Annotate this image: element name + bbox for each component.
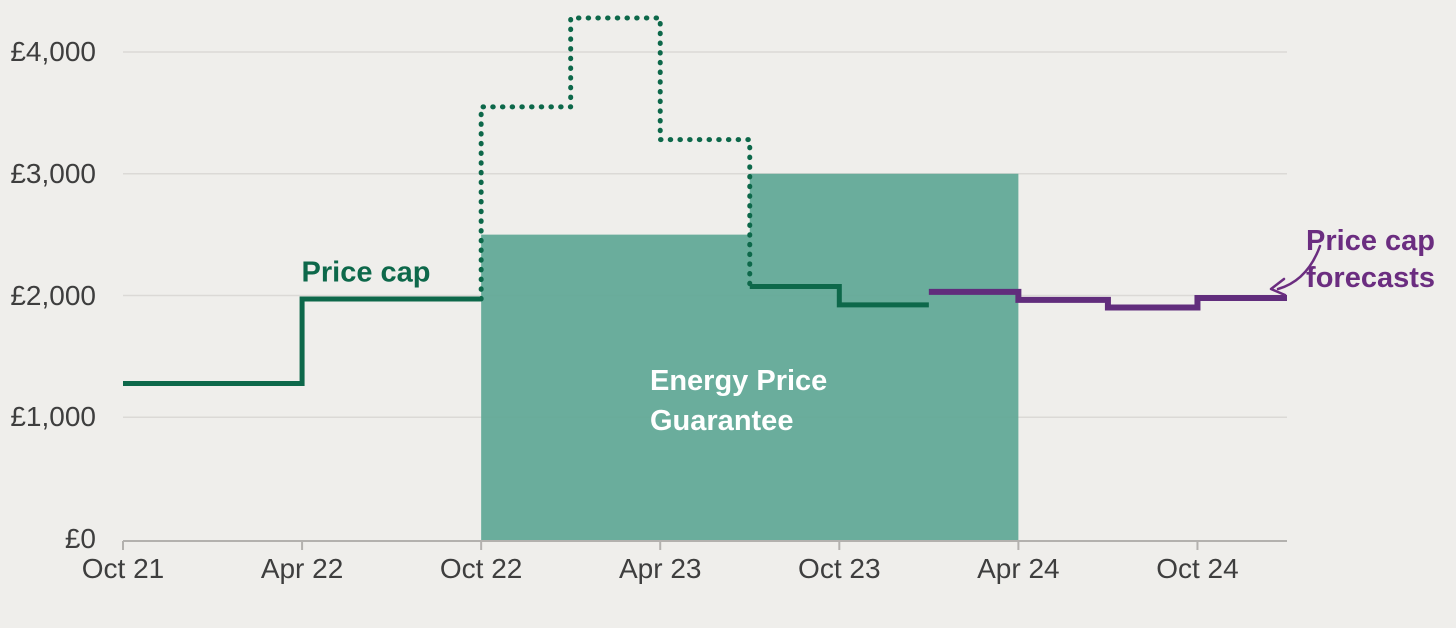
x-tick-label: Apr 24	[977, 553, 1060, 584]
y-tick-label: £2,000	[10, 279, 96, 311]
energy-price-guarantee-label-line2: Guarantee	[650, 405, 794, 437]
price-cap-forecasts-label-line1: Price cap	[1306, 225, 1435, 257]
forecast-arrow-curve	[1276, 244, 1322, 291]
energy-price-guarantee-area	[481, 173, 1019, 541]
x-tick-label: Oct 23	[798, 553, 881, 584]
y-tick-label: £0	[64, 523, 96, 554]
energy-price-guarantee-label: Energy Price Guarantee	[650, 361, 827, 441]
price-cap-forecasts-label-line2: forecasts	[1306, 262, 1435, 294]
forecast-arrow	[1269, 244, 1322, 297]
x-tick-label: Oct 22	[439, 553, 523, 584]
price-cap-label: Price cap	[301, 256, 431, 289]
x-tick-label: Oct 24	[1156, 553, 1239, 584]
price-cap-forecasts-label: Price cap forecasts	[1306, 223, 1435, 297]
forecast-arrowhead-icon	[1269, 277, 1287, 297]
x-tick-label: Apr 23	[618, 553, 702, 584]
y-tick-label: £3,000	[10, 157, 96, 189]
price-cap-actual-pre-epg-line	[123, 296, 482, 387]
x-tick-label: Apr 22	[260, 553, 344, 584]
energy-price-guarantee-label-line1: Energy Price	[650, 365, 828, 397]
x-tick-label: Oct 21	[81, 553, 165, 584]
y-tick-label: £1,000	[10, 401, 96, 433]
price-cap-forecasts-line	[928, 288, 1287, 311]
price-cap-actual-post-epg-line	[749, 283, 929, 308]
y-tick-label: £4,000	[10, 36, 96, 67]
price-cap-dotted-during-epg-line	[478, 15, 753, 302]
